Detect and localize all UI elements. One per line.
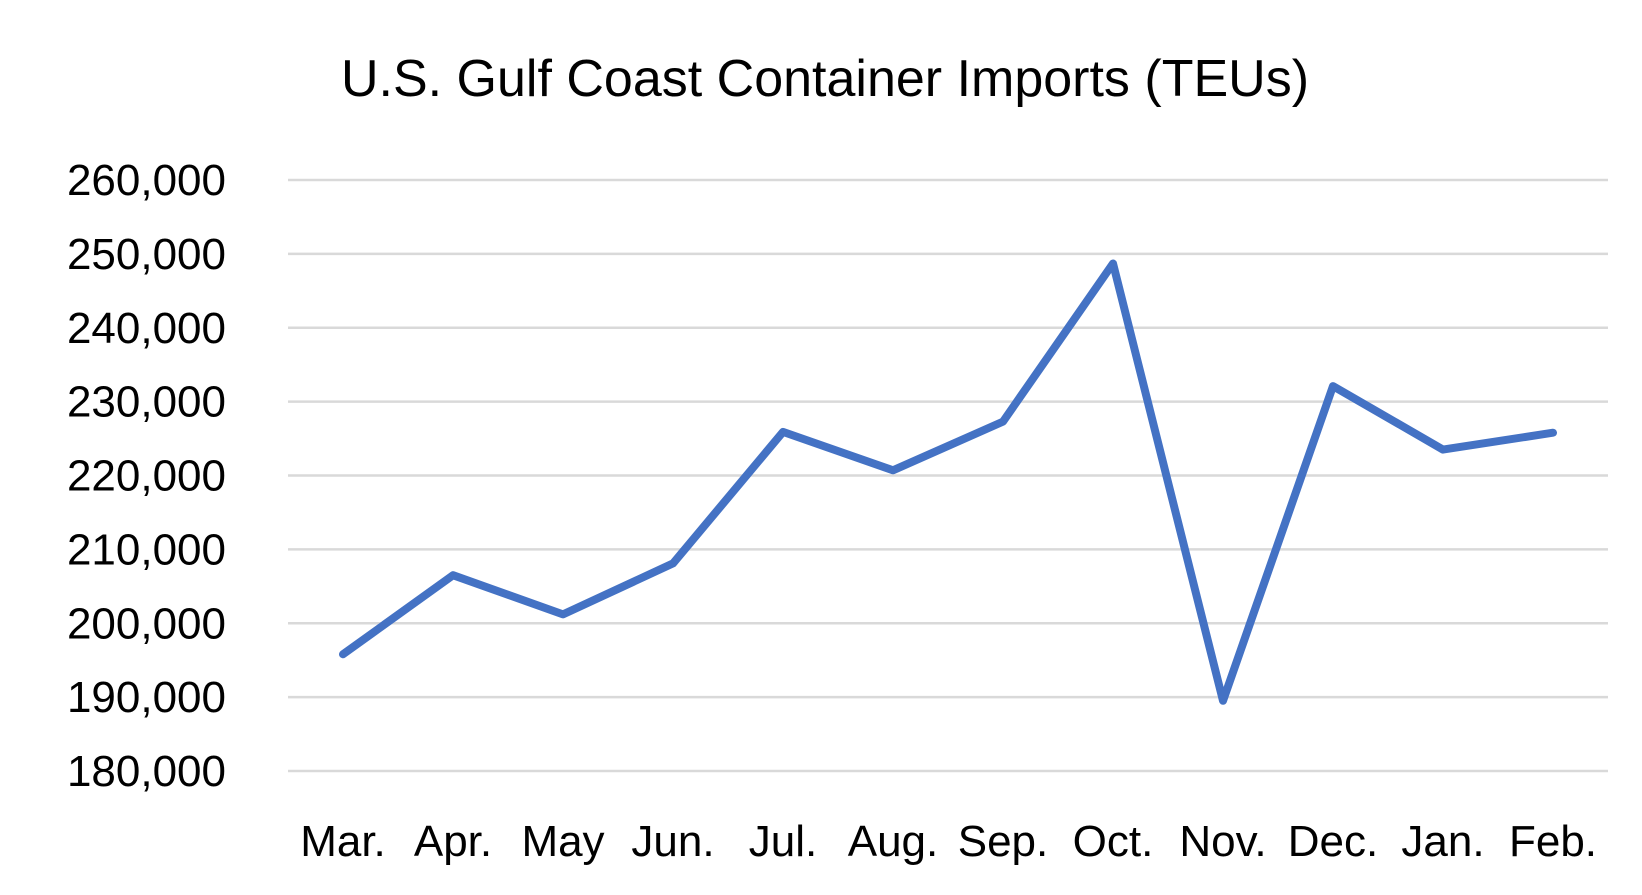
series-layer <box>339 259 1557 705</box>
data-point <box>562 613 564 615</box>
data-point <box>1332 385 1334 387</box>
x-tick-label: Jun. <box>631 817 714 866</box>
x-axis-tick-labels: Mar. Apr. May Jun. Jul. Aug. Sep. Oct. Nov. Dec. J… <box>300 817 1597 866</box>
y-tick-label: 260,000 <box>67 156 226 205</box>
x-tick-label: Mar. <box>300 817 386 866</box>
gridlines <box>288 178 1608 773</box>
y-tick-label: 190,000 <box>67 673 226 722</box>
data-point <box>342 653 344 655</box>
x-tick-label: Dec. <box>1288 817 1378 866</box>
y-tick-label: 230,000 <box>67 378 226 427</box>
y-tick-label: 210,000 <box>67 525 226 574</box>
data-point <box>1112 262 1114 264</box>
x-tick-label: Oct. <box>1073 817 1154 866</box>
y-axis-tick-labels: 180,000 190,000 200,000 210,000 220,000 230,0… <box>67 156 226 796</box>
y-tick-label: 180,000 <box>67 747 226 796</box>
data-point <box>1222 700 1224 702</box>
data-point <box>1552 432 1554 434</box>
y-tick-label: 250,000 <box>67 230 226 279</box>
y-tick-label: 240,000 <box>67 304 226 353</box>
data-point <box>892 469 894 471</box>
data-point <box>452 574 454 576</box>
x-tick-label: Apr. <box>414 817 492 866</box>
x-tick-label: May <box>521 817 604 866</box>
x-tick-label: Feb. <box>1509 817 1597 866</box>
x-tick-label: Nov. <box>1179 817 1266 866</box>
data-point <box>1002 421 1004 423</box>
chart-title: U.S. Gulf Coast Container Imports (TEUs) <box>341 50 1309 108</box>
x-tick-label: Aug. <box>848 817 939 866</box>
data-point <box>1442 449 1444 451</box>
x-tick-label: Sep. <box>958 817 1049 866</box>
data-point <box>672 562 674 564</box>
series-line <box>339 259 1557 705</box>
y-tick-label: 220,000 <box>67 452 226 501</box>
y-tick-label: 200,000 <box>67 599 226 648</box>
data-point <box>782 431 784 433</box>
x-tick-label: Jul. <box>749 817 817 866</box>
x-tick-label: Jan. <box>1401 817 1484 866</box>
